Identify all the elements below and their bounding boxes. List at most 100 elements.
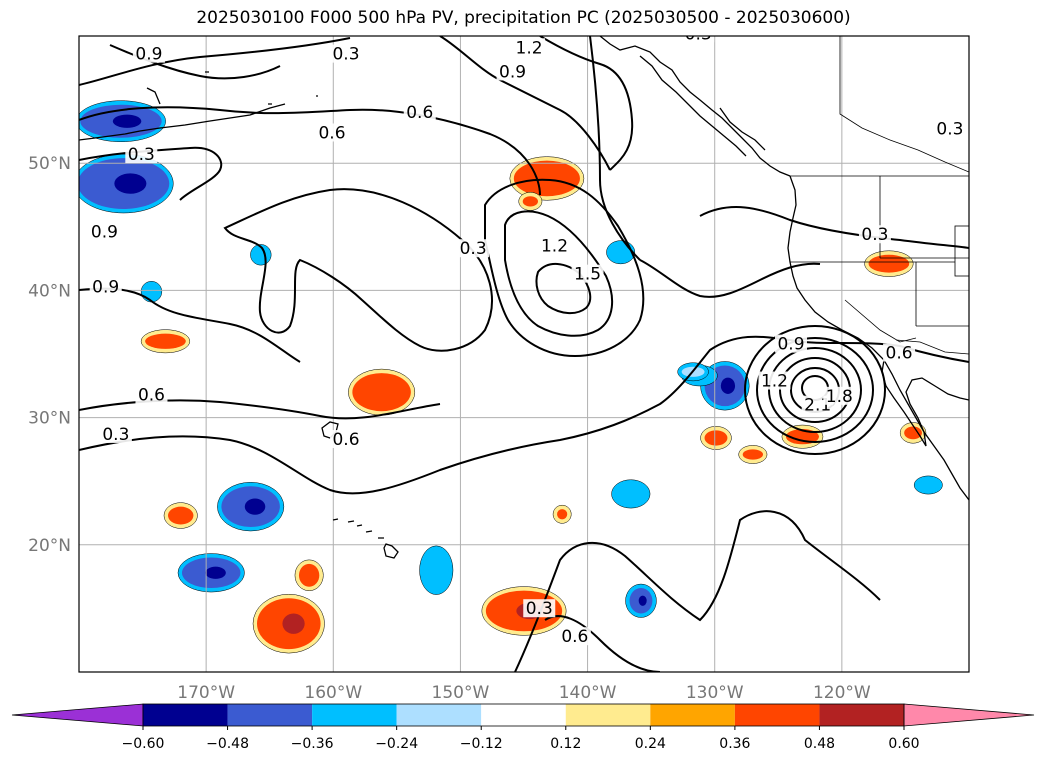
- precip-region: [615, 483, 647, 505]
- colorbar-tick-label: −0.60: [122, 736, 165, 752]
- political-borders: [790, 36, 969, 355]
- precip-region: [352, 373, 411, 412]
- precip-region: [785, 429, 819, 445]
- colorbar-bin: [734, 704, 820, 726]
- pv-contour-0.6-east: [589, 36, 641, 261]
- colorbar-extend-left: [11, 703, 144, 727]
- contour-label-bg: [330, 44, 362, 63]
- contour-label-bg: [132, 44, 165, 63]
- colorbar-tick-label: −0.48: [206, 736, 249, 752]
- contour-label: 0.9: [92, 277, 119, 297]
- precip-region: [423, 549, 449, 591]
- contour-label-bg: [330, 430, 362, 449]
- contour-label-bg: [403, 103, 436, 122]
- contour-label: 0.3: [332, 45, 359, 65]
- precip-region: [513, 160, 580, 197]
- lon-tick-label: 160°W: [304, 683, 362, 703]
- colorbar-bin: [565, 704, 651, 726]
- contour-label: 0.6: [138, 386, 165, 406]
- lon-tick-label: 120°W: [813, 683, 871, 703]
- pv-contour-0.3-south: [79, 335, 969, 495]
- pacific-islets: [146, 71, 318, 105]
- colorbar-tick-label: 0.48: [804, 736, 835, 752]
- contour-labels: 0.9 0.3 1.2 0.9 0.3 0.6 0.6 0.3 0.3 0.9 0.3 1.2 1.5 0…: [88, 24, 966, 647]
- contour-label-bg: [125, 145, 158, 164]
- contour-label: 0.3: [102, 425, 129, 445]
- precip-region: [868, 254, 910, 273]
- precip-region-core: [244, 498, 266, 515]
- colorbar-tick-label: −0.12: [460, 736, 503, 752]
- pv-contour-1.2-trough: [504, 210, 614, 337]
- contour-label: 1.2: [541, 237, 568, 257]
- colorbar-bin: [396, 704, 482, 726]
- contour-label-bg: [823, 386, 856, 405]
- canada-islands: [719, 107, 766, 151]
- contour-label-bg: [933, 119, 966, 138]
- colorbar-bin: [819, 704, 904, 726]
- contour-label: 0.6: [332, 430, 359, 450]
- lat-tick-label: 40°N: [28, 281, 71, 301]
- precip-region: [522, 196, 538, 207]
- pv-contour-low-ring-1: [744, 325, 886, 455]
- lat-tick-label: 20°N: [28, 536, 71, 556]
- precip-region: [610, 244, 631, 260]
- lon-tick-label: 150°W: [432, 683, 490, 703]
- precip-region-core: [638, 595, 647, 606]
- contour-label: 0.9: [499, 62, 526, 82]
- colorbar-bin: [227, 704, 313, 726]
- contour-label-bg: [538, 236, 571, 255]
- baja-coast: [881, 359, 969, 447]
- precip-region-core: [114, 173, 147, 194]
- contour-label-bg: [571, 264, 604, 283]
- contour-label-bg: [496, 62, 529, 81]
- pv-contour-0.9-north: [439, 36, 611, 171]
- contour-label: 0.6: [406, 103, 433, 123]
- contour-label-bg: [88, 222, 121, 241]
- alaska-panhandle-islands: [639, 55, 747, 157]
- colorbar-bin: [143, 704, 228, 726]
- lon-tick-label: 170°W: [177, 683, 235, 703]
- precip-region: [904, 426, 922, 440]
- precip-region-core: [282, 613, 305, 634]
- aleutian-coast: [79, 103, 286, 141]
- contour-label: 0.6: [561, 627, 588, 647]
- alaska-gulf-coast: [599, 36, 791, 177]
- contour-label-bg: [883, 343, 916, 362]
- contour-label-bg: [558, 627, 591, 646]
- precip-region: [298, 563, 320, 587]
- pv-contours: [79, 36, 969, 672]
- lat-tick-label: 30°N: [28, 409, 71, 429]
- contour-label-bg: [513, 38, 546, 57]
- colorbar-bin: [650, 704, 735, 726]
- lat-tick-label: 50°N: [28, 154, 71, 174]
- contour-label: 0.6: [318, 123, 345, 143]
- contour-label: 0.3: [685, 24, 712, 44]
- contour-label-bg: [135, 385, 168, 404]
- precip-region: [145, 333, 186, 349]
- contour-label-bg: [316, 123, 349, 142]
- lon-tick-label: 140°W: [559, 683, 617, 703]
- colorbar-tick-label: 0.60: [888, 736, 919, 752]
- map-title: 2025030100 F000 500 hPa PV, precipitatio…: [196, 8, 851, 28]
- colorbar-bin: [312, 704, 397, 726]
- contour-label-bg: [758, 371, 791, 390]
- contour-label: 0.6: [886, 344, 913, 364]
- pv-contour-low-ring-2: [756, 337, 874, 443]
- colorbar-tick-label: −0.36: [291, 736, 334, 752]
- colorbar-tick-label: −0.24: [375, 736, 418, 752]
- contour-label: 0.3: [460, 239, 487, 259]
- pv-contour-0.6-se: [544, 615, 661, 672]
- colorbar-bin: [481, 704, 566, 726]
- precip-region: [742, 449, 764, 460]
- contour-label-bg: [457, 239, 490, 258]
- lon-tick-label: 130°W: [686, 683, 744, 703]
- pv-contour-0.3-central: [223, 188, 493, 352]
- contour-label: 0.3: [861, 225, 888, 245]
- colorbar-frame: [142, 703, 905, 727]
- hawaii-islands: [332, 518, 399, 559]
- pv-contour-0.3-north: [79, 37, 351, 86]
- precip-region: [145, 285, 158, 299]
- pv-contour-0.9-trough: [484, 178, 645, 358]
- contour-label: 0.3: [526, 599, 553, 619]
- axis-tick-labels: 170°W 160°W 150°W 140°W 130°W 120°W 50°N 40°N 30…: [28, 154, 871, 703]
